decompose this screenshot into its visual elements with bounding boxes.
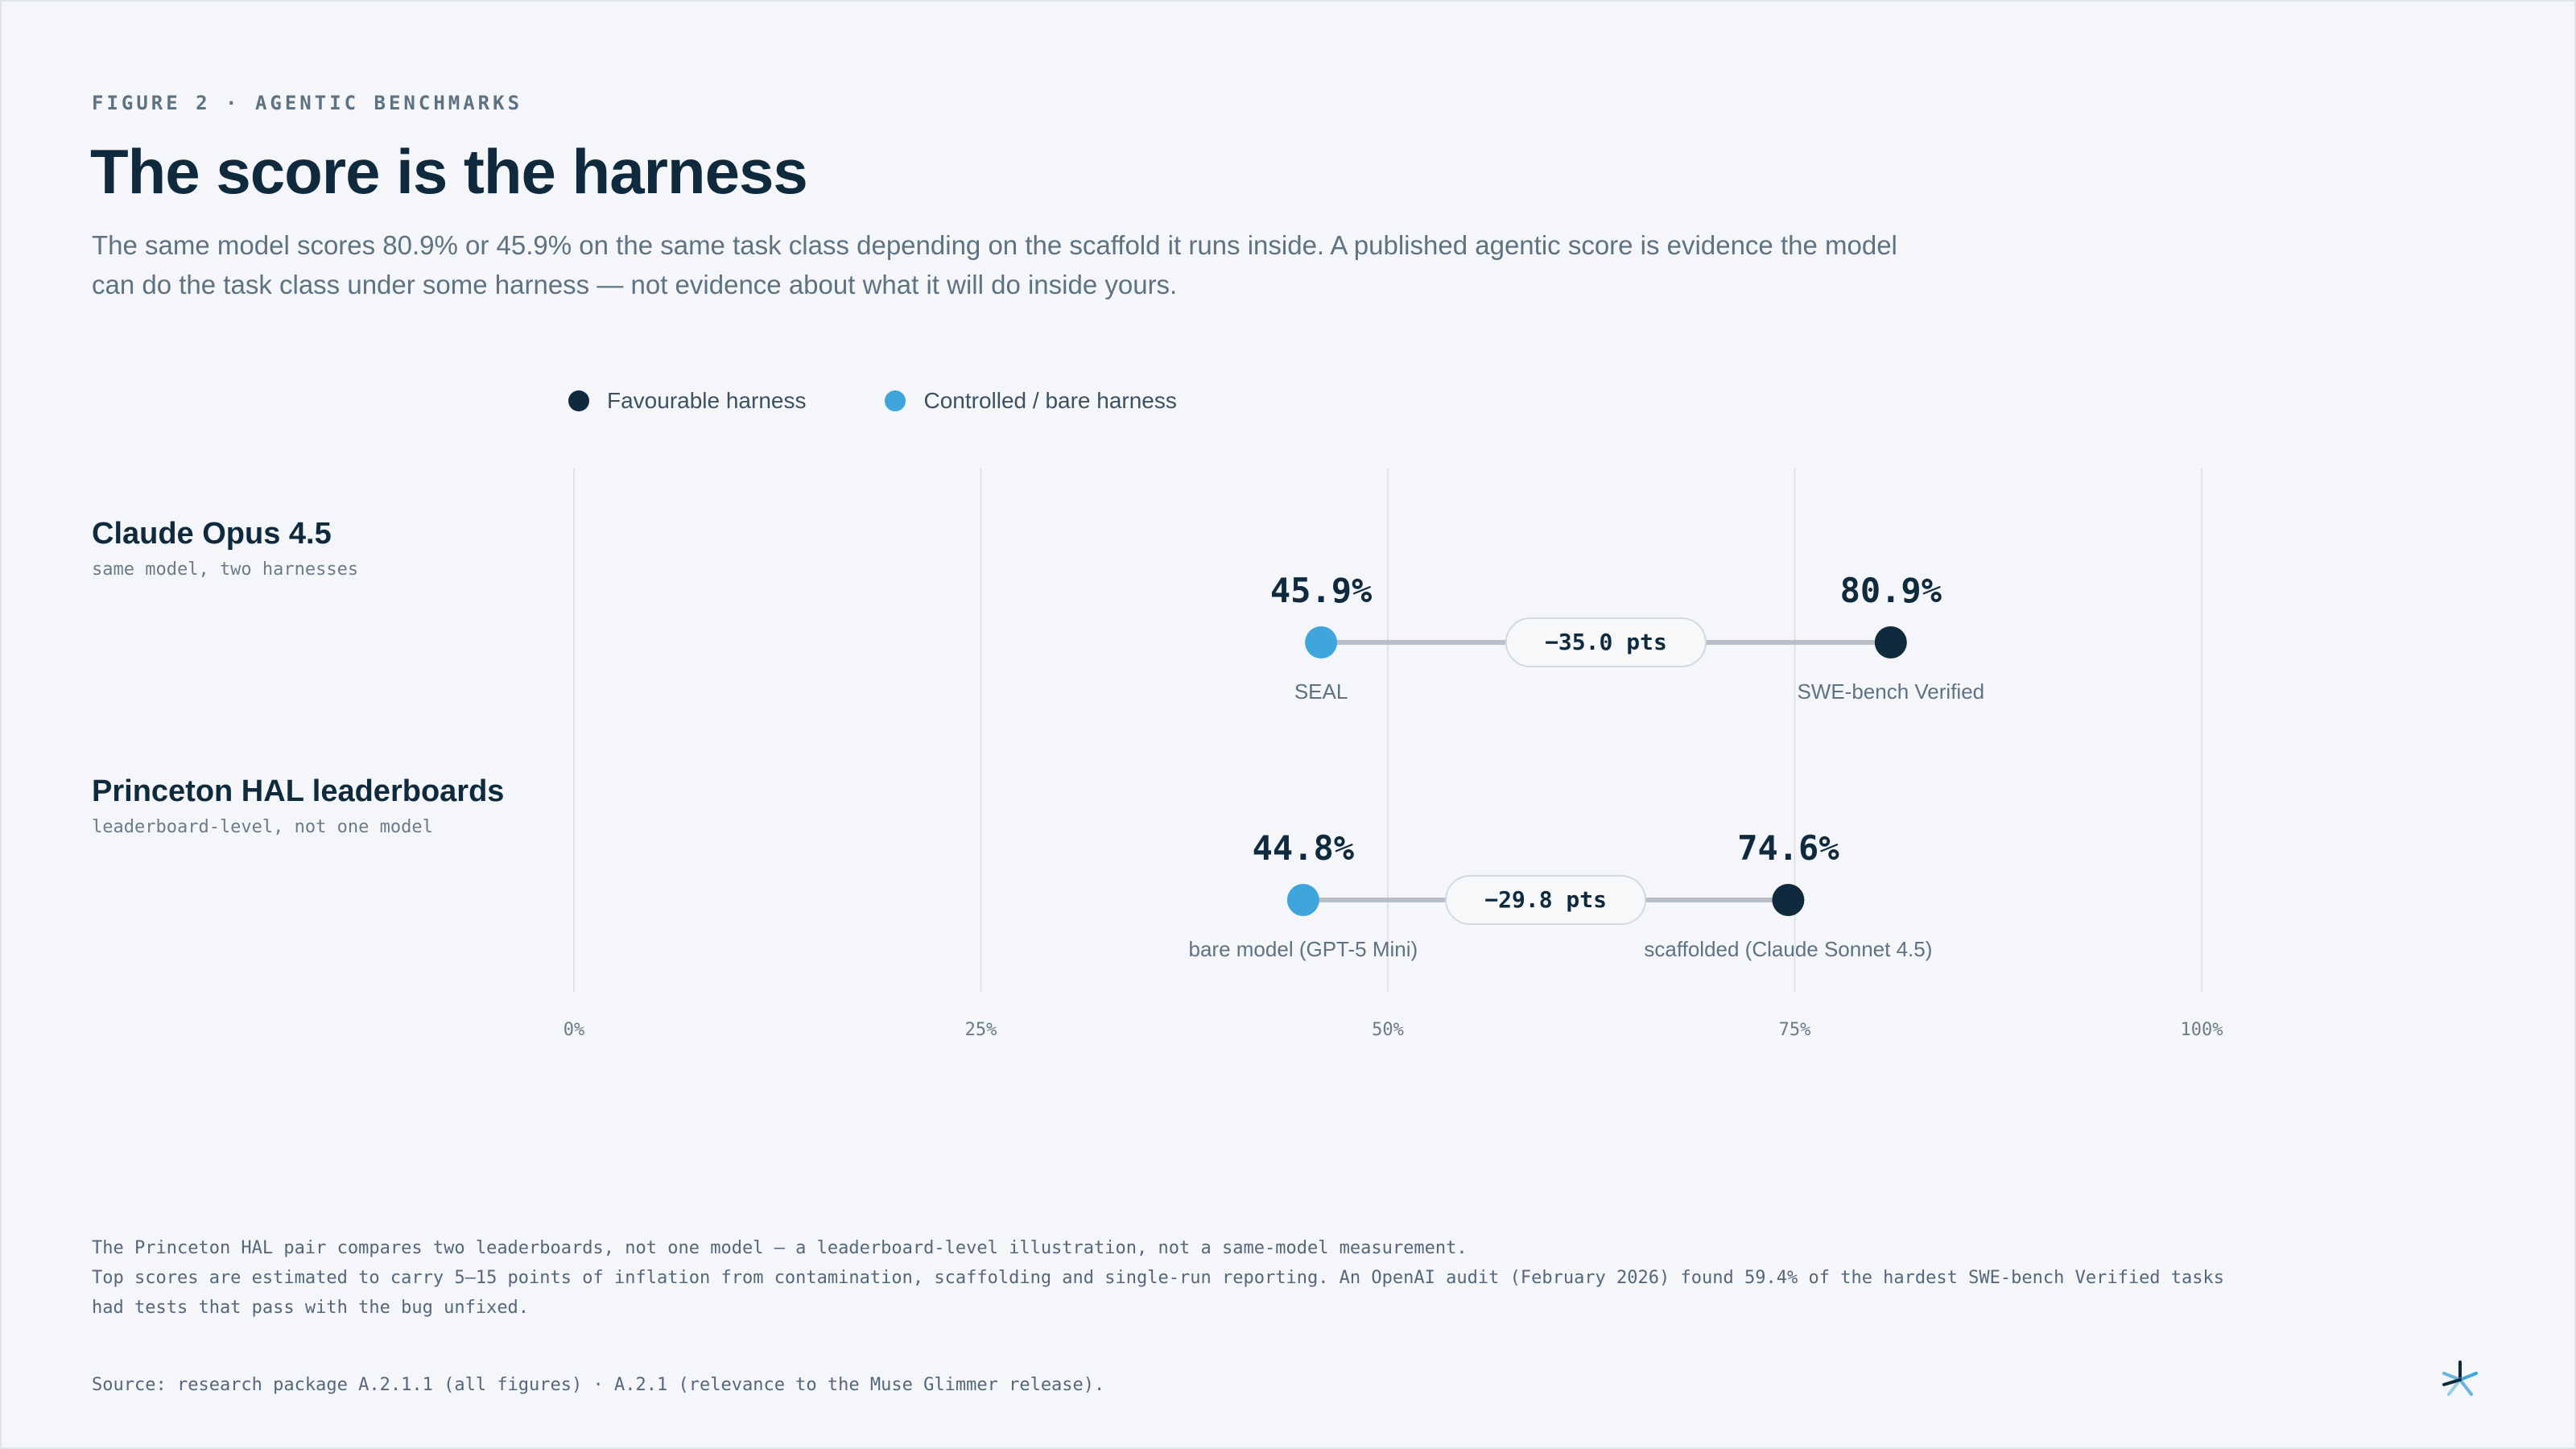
controlled-harness-label: bare model (GPT-5 Mini) [1189,937,1418,961]
delta-label: −29.8 pts [1484,886,1607,913]
controlled-value-label: 45.9% [1270,571,1372,610]
figure-title: The score is the harness [90,136,808,207]
footnotes: The Princeton HAL pair compares two lead… [92,1233,2265,1323]
dumbbell-chart: 0% 25% 50% 75% 100% −35.0 pts 45.9% SEAL 80.9% SW… [564,469,2223,1040]
legend-label-favourable: Favourable harness [607,388,807,413]
favourable-point [1874,626,1907,658]
chart-legend: Favourable harness Controlled / bare har… [568,385,1256,417]
footnote-1: The Princeton HAL pair compares two lead… [92,1238,1468,1258]
legend-item-favourable: Favourable harness [568,388,806,414]
favourable-harness-label: SWE-bench Verified [1797,679,1984,704]
row-note: leaderboard-level, not one model [92,817,433,837]
figure-eyebrow: FIGURE 2 · AGENTIC BENCHMARKS [92,92,523,114]
controlled-harness-label: SEAL [1294,679,1348,704]
favourable-point [1772,884,1805,916]
figure-subtitle: The same model scores 80.9% or 45.9% on … [92,230,1897,299]
legend-dot-favourable-icon [568,390,589,411]
delta-pill [1505,617,1707,667]
x-tick-label: 25% [965,1020,997,1040]
delta-label: −35.0 pts [1545,629,1667,655]
row-name: Princeton HAL leaderboards [92,774,505,808]
asterisk-logo-icon [2442,1360,2478,1396]
legend-label-controlled: Controlled / bare harness [923,388,1177,413]
row-label-opus: Claude Opus 4.5 same model, two harnesse… [92,517,358,580]
favourable-value-label: 80.9% [1840,571,1942,610]
x-tick-label: 100% [2181,1020,2223,1040]
favourable-harness-label: scaffolded (Claude Sonnet 4.5) [1644,937,1932,961]
delta-pill [1445,875,1647,925]
x-tick-label: 75% [1779,1020,1811,1040]
x-tick-label: 0% [564,1020,585,1040]
row-name: Claude Opus 4.5 [92,517,332,551]
x-tick-label: 50% [1372,1020,1404,1040]
footnote-2: Top scores are estimated to carry 5–15 p… [92,1268,2225,1318]
controlled-point [1305,626,1338,658]
controlled-value-label: 44.8% [1253,828,1354,868]
source-note: Source: research package A.2.1.1 (all fi… [92,1375,1105,1395]
legend-item-controlled: Controlled / bare harness [885,388,1177,414]
controlled-point [1286,884,1319,916]
row-note: same model, two harnesses [92,559,359,580]
row-label-hal: Princeton HAL leaderboards leaderboard-l… [92,774,504,837]
favourable-value-label: 74.6% [1737,828,1839,868]
legend-dot-controlled-icon [885,390,906,411]
